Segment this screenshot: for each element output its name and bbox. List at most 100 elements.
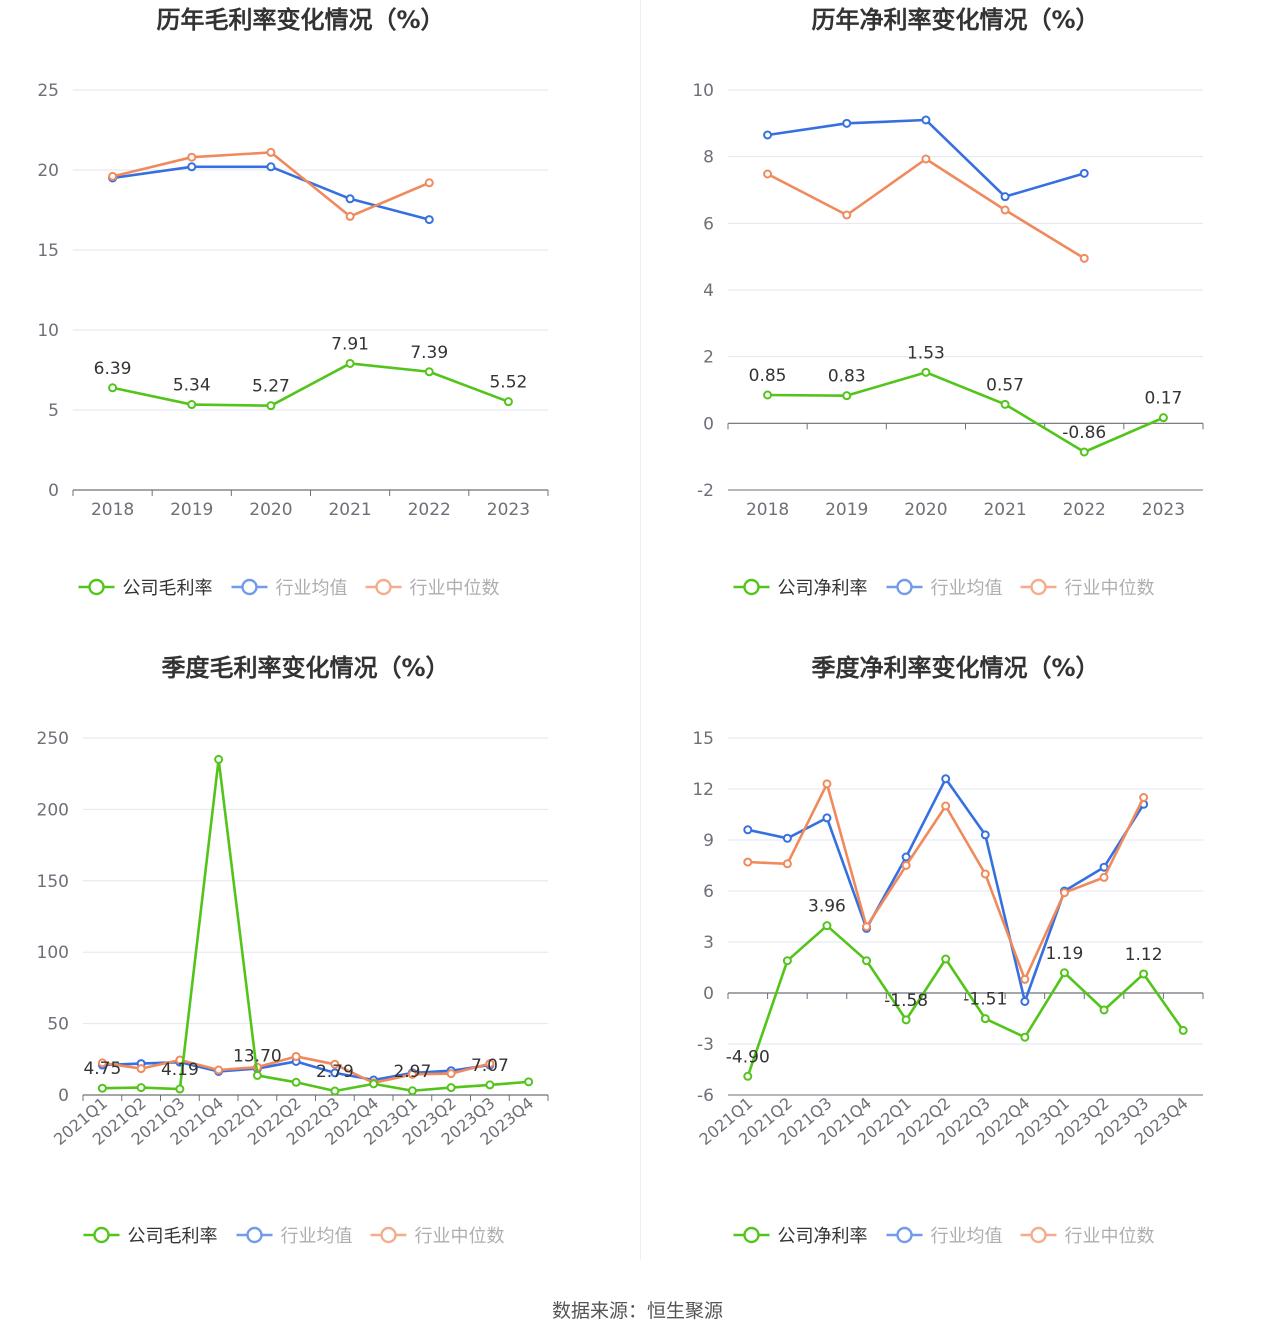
data-point-company[interactable]	[345, 358, 355, 368]
data-point-median[interactable]	[1000, 205, 1010, 215]
data-point-median[interactable]	[842, 210, 852, 220]
legend-item-avg[interactable]: 行业均值	[886, 1226, 1003, 1247]
legend-item-median[interactable]: 行业中位数	[1020, 1226, 1155, 1247]
data-label: 5.52	[489, 373, 527, 393]
data-point-company[interactable]	[1000, 399, 1010, 409]
legend-item-median[interactable]: 行业中位数	[370, 1226, 505, 1247]
data-point-median[interactable]	[980, 869, 990, 879]
data-point-company[interactable]	[980, 1014, 990, 1024]
data-point-company[interactable]	[1178, 1025, 1188, 1035]
data-point-company[interactable]	[108, 383, 118, 393]
data-point-company[interactable]	[187, 400, 197, 410]
data-point-median[interactable]	[187, 152, 197, 162]
data-point-company[interactable]	[485, 1080, 495, 1090]
data-point-company[interactable]	[862, 956, 872, 966]
data-point-avg[interactable]	[1079, 168, 1089, 178]
data-point-median[interactable]	[901, 861, 911, 870]
data-point-avg[interactable]	[266, 162, 276, 172]
data-point-avg[interactable]	[901, 852, 911, 862]
data-point-median[interactable]	[1079, 253, 1089, 263]
data-point-median[interactable]	[345, 211, 355, 221]
data-point-median[interactable]	[782, 859, 792, 869]
data-point-company[interactable]	[1020, 1032, 1030, 1042]
legend-item-avg[interactable]: 行业均值	[231, 578, 348, 599]
data-point-company[interactable]	[369, 1079, 379, 1089]
legend-item-avg[interactable]: 行业均值	[236, 1226, 353, 1247]
data-point-company[interactable]	[97, 1083, 107, 1093]
data-point-avg[interactable]	[1000, 192, 1010, 202]
data-point-company[interactable]	[1059, 968, 1069, 978]
data-point-company[interactable]	[446, 1083, 456, 1093]
data-point-median[interactable]	[291, 1051, 301, 1061]
legend-item-company[interactable]: 公司净利率	[733, 1226, 868, 1247]
data-point-median[interactable]	[108, 171, 118, 181]
data-point-median[interactable]	[214, 1065, 224, 1075]
legend-item-avg[interactable]: 行业均值	[886, 578, 1003, 599]
data-point-company[interactable]	[1158, 413, 1168, 423]
data-point-company[interactable]	[1139, 969, 1149, 979]
legend-item-company[interactable]: 公司毛利率	[83, 1226, 218, 1247]
data-point-median[interactable]	[97, 1058, 107, 1068]
data-point-company[interactable]	[743, 1071, 753, 1081]
data-point-avg[interactable]	[822, 813, 832, 823]
data-point-avg[interactable]	[980, 830, 990, 840]
y-tick-label: 6	[703, 214, 714, 234]
data-point-company[interactable]	[763, 390, 773, 400]
data-point-company[interactable]	[136, 1083, 146, 1093]
data-point-median[interactable]	[763, 169, 773, 179]
data-point-company[interactable]	[503, 397, 513, 407]
data-point-company[interactable]	[266, 401, 276, 411]
data-label: 4.75	[83, 1059, 121, 1079]
data-point-company[interactable]	[842, 391, 852, 401]
data-point-median[interactable]	[822, 779, 832, 789]
data-point-avg[interactable]	[941, 774, 951, 784]
data-point-median[interactable]	[407, 1069, 417, 1079]
data-point-avg[interactable]	[782, 833, 792, 843]
legend-item-company[interactable]: 公司净利率	[733, 578, 868, 599]
data-point-company[interactable]	[921, 367, 931, 377]
data-point-company[interactable]	[424, 367, 434, 377]
data-point-median[interactable]	[266, 147, 276, 157]
data-point-avg[interactable]	[743, 825, 753, 835]
legend-item-company[interactable]: 公司毛利率	[78, 578, 213, 599]
data-point-median[interactable]	[1139, 793, 1149, 802]
data-point-avg[interactable]	[1020, 997, 1030, 1006]
data-point-avg[interactable]	[763, 130, 773, 140]
data-point-company[interactable]	[330, 1086, 340, 1096]
data-point-company[interactable]	[1099, 1005, 1109, 1015]
data-point-median[interactable]	[446, 1069, 456, 1079]
data-point-median[interactable]	[1059, 888, 1069, 898]
data-point-avg[interactable]	[187, 162, 197, 172]
data-label: -4.90	[726, 1047, 770, 1067]
data-point-median[interactable]	[485, 1059, 495, 1069]
data-point-median[interactable]	[941, 801, 951, 811]
data-point-company[interactable]	[782, 956, 792, 966]
legend-item-median[interactable]: 行业中位数	[365, 578, 500, 599]
data-point-company[interactable]	[252, 1070, 262, 1080]
data-point-company[interactable]	[291, 1077, 301, 1087]
data-point-median[interactable]	[921, 154, 931, 164]
data-point-company[interactable]	[214, 754, 224, 764]
data-point-avg[interactable]	[921, 115, 931, 125]
data-point-company[interactable]	[524, 1077, 534, 1087]
data-point-company[interactable]	[901, 1015, 911, 1025]
data-point-median[interactable]	[136, 1064, 146, 1074]
data-point-avg[interactable]	[842, 118, 852, 128]
legend-marker-icon	[380, 1226, 397, 1244]
data-point-avg[interactable]	[330, 1068, 340, 1078]
data-point-company[interactable]	[407, 1086, 417, 1096]
data-point-avg[interactable]	[424, 215, 434, 225]
data-point-median[interactable]	[743, 857, 753, 867]
data-point-median[interactable]	[862, 922, 872, 932]
data-point-company[interactable]	[941, 954, 951, 964]
data-point-median[interactable]	[1020, 974, 1030, 984]
data-point-avg[interactable]	[345, 194, 355, 204]
data-point-company[interactable]	[1079, 447, 1089, 457]
legend-item-median[interactable]: 行业中位数	[1020, 578, 1155, 599]
data-point-company[interactable]	[175, 1084, 185, 1094]
data-point-median[interactable]	[424, 178, 434, 188]
data-point-median[interactable]	[1099, 872, 1109, 882]
data-point-median[interactable]	[330, 1059, 340, 1069]
data-point-company[interactable]	[822, 921, 832, 931]
data-point-avg[interactable]	[1099, 862, 1109, 872]
